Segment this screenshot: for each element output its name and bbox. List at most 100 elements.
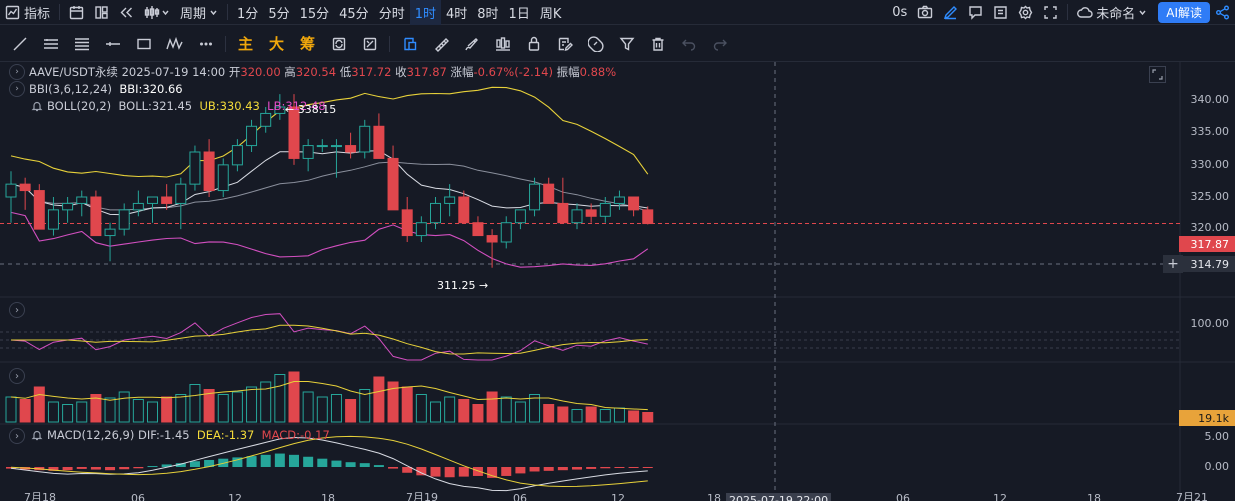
- interval-6[interactable]: 4时: [445, 6, 468, 22]
- volume-bar: [359, 389, 371, 423]
- rectangle-icon[interactable]: [128, 29, 159, 59]
- bell-icon[interactable]: [29, 429, 45, 441]
- legend-toggle-icon[interactable]: ›: [9, 81, 25, 97]
- bell-icon[interactable]: [29, 100, 45, 112]
- pane-toggle-icon[interactable]: ›: [9, 302, 25, 318]
- candle-body: [458, 196, 470, 224]
- candle-body: [62, 202, 74, 211]
- bars-icon[interactable]: [487, 29, 518, 59]
- macd-bar: [416, 467, 427, 476]
- macd-bar: [614, 467, 625, 468]
- candle-body: [274, 106, 286, 114]
- interval-0[interactable]: 1分: [237, 6, 259, 22]
- filter-icon[interactable]: [611, 29, 642, 59]
- sync-drawings-icon[interactable]: [323, 29, 354, 59]
- interval-9[interactable]: 周K: [539, 6, 562, 22]
- macd-bar: [289, 454, 299, 467]
- volume-bar: [585, 406, 597, 423]
- macd-bar: [628, 467, 639, 468]
- brush-icon[interactable]: [456, 29, 487, 59]
- compare-button[interactable]: [988, 0, 1013, 25]
- boll-mid-value: BOLL:321.45: [118, 99, 193, 113]
- drawing-toolbar: 主 大 筹: [0, 26, 1235, 62]
- interval-7[interactable]: 8时: [477, 6, 499, 22]
- chart-type-button[interactable]: [139, 0, 175, 25]
- interval-2[interactable]: 15分: [299, 6, 330, 22]
- expand-chart-icon[interactable]: [1149, 66, 1166, 83]
- pane-toggle-icon[interactable]: ›: [9, 428, 25, 444]
- time-tick: 18: [1087, 492, 1101, 501]
- ruler-icon[interactable]: [425, 29, 456, 59]
- macd-bar: [600, 467, 611, 469]
- time-tick: 12: [993, 492, 1007, 501]
- lock-drawing-icon[interactable]: [518, 29, 549, 59]
- candle-body: [203, 151, 215, 192]
- period-dropdown[interactable]: 周期: [175, 0, 223, 25]
- redo-icon[interactable]: [704, 29, 735, 59]
- large-order-button[interactable]: 大: [268, 35, 284, 53]
- volume-bar: [316, 396, 328, 423]
- interval-4[interactable]: 分时: [378, 6, 405, 22]
- volume-bar: [444, 396, 456, 423]
- main-force-button[interactable]: 主: [237, 35, 253, 53]
- share-button[interactable]: [1210, 0, 1235, 25]
- candle-body: [486, 235, 498, 243]
- macd-name: MACD(12,26,9): [47, 428, 135, 442]
- time-tick: 7月21: [1176, 491, 1208, 501]
- pattern-icon[interactable]: [159, 29, 190, 59]
- more-icon[interactable]: [190, 29, 221, 59]
- candle-body: [260, 112, 272, 127]
- macd-bar: [189, 461, 200, 467]
- macd-bar: [543, 467, 554, 471]
- undo-icon[interactable]: [673, 29, 704, 59]
- price-tick: 330.00: [1190, 158, 1230, 171]
- volume-bar: [642, 412, 654, 423]
- settings-button[interactable]: [1013, 0, 1038, 25]
- pane-toggle-icon[interactable]: ›: [9, 368, 25, 384]
- trash-icon[interactable]: [642, 29, 673, 59]
- time-tick: 18: [707, 492, 721, 501]
- replay-button[interactable]: [114, 0, 139, 25]
- trend-line-icon[interactable]: [4, 29, 35, 59]
- left-arrow-icon: ←: [285, 103, 298, 116]
- boll-mid-line: [10, 161, 648, 212]
- ai-analysis-button[interactable]: AI解读: [1158, 1, 1210, 23]
- interval-8[interactable]: 1日: [508, 6, 530, 22]
- draw-mode-button[interactable]: [938, 0, 963, 25]
- calendar-button[interactable]: [64, 0, 89, 25]
- candle-body: [514, 209, 526, 224]
- chip-distribution-button[interactable]: 筹: [299, 35, 315, 53]
- bbi-legend: › BBI(3,6,12,24) BBI:320.66: [0, 81, 183, 97]
- time-tick: 06: [896, 492, 910, 501]
- copy-drawing-icon[interactable]: [394, 29, 425, 59]
- low-annotation-value: 311.25: [437, 279, 476, 292]
- cursor-time-tag: 2025-07-19 22:00: [726, 493, 832, 501]
- layout-name-dropdown[interactable]: 未命名: [1072, 0, 1152, 25]
- comment-button[interactable]: [963, 0, 988, 25]
- indicators-button[interactable]: 指标: [0, 0, 55, 25]
- interval-3[interactable]: 45分: [339, 6, 369, 22]
- interval-5[interactable]: 1时: [409, 0, 441, 25]
- volume-bar: [430, 401, 441, 423]
- layout-grid-button[interactable]: [89, 0, 114, 25]
- hide-drawings-icon[interactable]: [354, 29, 385, 59]
- time-tick: 06: [513, 492, 527, 501]
- parallel-lines-icon[interactable]: [35, 29, 66, 59]
- close-label: 收: [395, 65, 407, 79]
- divider: [227, 4, 229, 20]
- legend-toggle-icon[interactable]: ›: [9, 64, 25, 80]
- seconds-indicator[interactable]: 0s: [892, 4, 908, 20]
- horizontal-ray-icon[interactable]: [97, 29, 128, 59]
- macd-bar: [444, 467, 455, 478]
- fullscreen-button[interactable]: [1038, 0, 1063, 25]
- edit-note-icon[interactable]: [549, 29, 580, 59]
- chart-area[interactable]: › AAVE/USDT永续 2025-07-19 14:00 开 320.00 …: [0, 62, 1235, 501]
- kline-chart[interactable]: [0, 62, 1235, 501]
- screenshot-button[interactable]: [912, 0, 938, 25]
- magnet-icon[interactable]: [580, 29, 611, 59]
- add-alert-button[interactable]: +: [1163, 255, 1183, 273]
- horizontal-lines-icon[interactable]: [66, 29, 97, 59]
- interval-1[interactable]: 5分: [268, 6, 290, 22]
- macd-value: MACD:-0.17: [261, 428, 330, 442]
- bbi-name: BBI(3,6,12,24): [29, 82, 113, 96]
